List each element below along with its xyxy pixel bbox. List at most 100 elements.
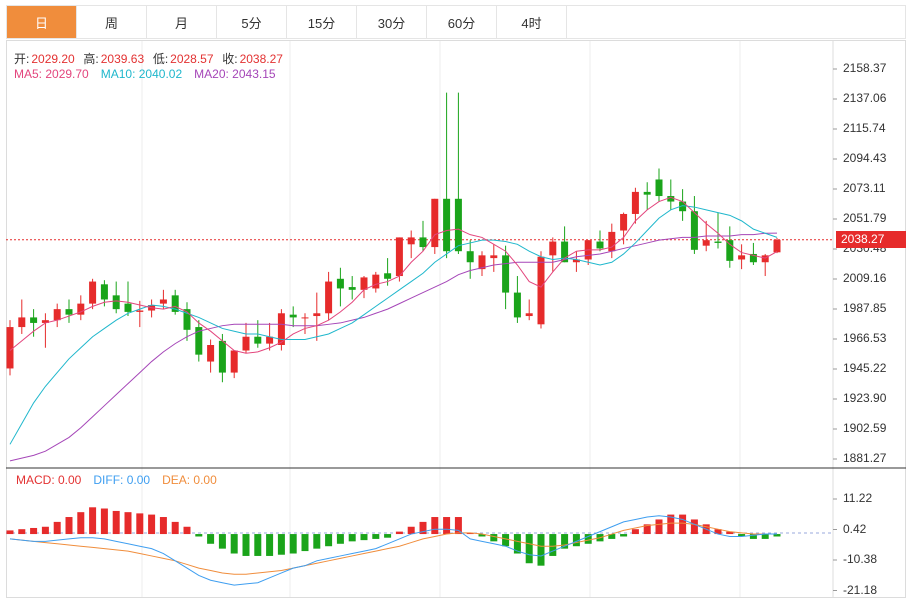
macd-tick-label: -10.38 — [843, 552, 878, 566]
macd-bar — [572, 534, 580, 547]
macd-bar — [643, 524, 651, 535]
candle-body — [171, 295, 179, 312]
candle-body — [183, 309, 191, 330]
macd-bar — [419, 521, 427, 535]
candle-body — [631, 191, 639, 214]
candle-body — [336, 278, 344, 289]
candle-body — [773, 239, 781, 253]
candle-body — [372, 274, 380, 289]
candle-body — [561, 241, 569, 263]
candle-body — [738, 255, 746, 260]
open-value: 2029.20 — [31, 52, 75, 66]
macd-bar — [89, 507, 97, 535]
macd-bar — [30, 527, 38, 535]
macd-bar — [549, 534, 557, 556]
tab-60min[interactable]: 60分 — [427, 6, 497, 38]
candle-body — [18, 317, 26, 328]
candle-body — [454, 198, 462, 252]
macd-bar — [454, 517, 462, 535]
macd-bar — [41, 526, 49, 535]
tab-30min[interactable]: 30分 — [357, 6, 427, 38]
macd-bar — [301, 534, 309, 552]
candle-body — [466, 251, 474, 263]
candle-body — [230, 350, 238, 373]
price-tick-label: 2009.16 — [843, 271, 887, 285]
candle-body — [348, 287, 356, 290]
tab-day[interactable]: 日 — [7, 6, 77, 38]
macd-legend: MACD: 0.00 DIFF: 0.00 DEA: 0.00 — [16, 473, 219, 487]
macd-bar — [384, 534, 392, 538]
high-label: 高: — [83, 52, 99, 66]
ohlc-legend: 开: 2029.20 高: 2039.63 低: 2028.57 收: 2038.27 — [14, 50, 285, 67]
ma-legend: MA5: 2029.70 MA10: 2040.02 MA20: 2043.15 — [14, 67, 278, 81]
candle-body — [478, 255, 486, 270]
price-tick-label: 1945.22 — [843, 361, 887, 375]
macd-bar — [773, 534, 781, 537]
candle-body — [596, 241, 604, 249]
macd-bar — [136, 513, 144, 535]
candle-body — [207, 345, 215, 362]
macd-bar — [407, 526, 415, 535]
price-tick-label: 1966.53 — [843, 331, 887, 345]
macd-bar — [620, 534, 628, 537]
candle-body — [242, 336, 250, 351]
price-tick-label: 2137.06 — [843, 91, 887, 105]
macd-bar — [714, 529, 722, 535]
macd-bar — [738, 534, 746, 537]
close-value: 2038.27 — [239, 52, 283, 66]
macd-bar — [230, 534, 238, 554]
candle-body — [620, 213, 628, 231]
candle-body — [407, 237, 415, 245]
macd-bar — [348, 534, 356, 542]
candle-body — [655, 179, 663, 197]
macd-bar — [537, 534, 545, 566]
candle-body — [65, 309, 73, 315]
macd-tick-label: 11.22 — [843, 491, 873, 505]
macd-tick-label: 0.42 — [843, 521, 867, 536]
macd-bar — [313, 534, 321, 549]
tab-5min[interactable]: 5分 — [217, 6, 287, 38]
macd-bar — [372, 534, 380, 539]
macd-bar — [679, 514, 687, 535]
macd-bar — [277, 534, 285, 555]
price-tick-label: 1987.85 — [843, 301, 887, 315]
ma20-label: MA20: 2043.15 — [194, 67, 276, 81]
macd-bar — [443, 517, 451, 535]
candle-body — [384, 273, 392, 279]
tab-4hour[interactable]: 4时 — [497, 6, 567, 38]
candle-body — [136, 310, 144, 312]
candle-body — [195, 327, 203, 355]
macd-bar — [690, 519, 698, 535]
macd-bar — [325, 534, 333, 547]
ma10-label: MA10: 2040.02 — [100, 67, 183, 81]
candle-body — [537, 256, 545, 325]
candle-body — [277, 313, 285, 345]
ma10-line — [9, 205, 778, 445]
macd-bar — [65, 517, 73, 535]
macd-label: MACD: 0.00 — [16, 473, 82, 487]
macd-bar — [289, 534, 297, 554]
macd-bar — [148, 514, 156, 535]
candle-body — [549, 241, 557, 256]
macd-bar — [395, 531, 403, 535]
macd-bar — [218, 534, 226, 549]
candle-body — [490, 255, 498, 259]
tab-month[interactable]: 月 — [147, 6, 217, 38]
candle-body — [419, 237, 427, 248]
macd-bar — [207, 534, 215, 544]
candle-body — [502, 255, 510, 293]
macd-bar — [53, 521, 61, 535]
dea-label: DEA: 0.00 — [162, 473, 217, 487]
candle-body — [254, 336, 262, 344]
macd-tick-label: -21.18 — [843, 582, 878, 597]
tab-15min[interactable]: 15分 — [287, 6, 357, 38]
candle-body — [749, 253, 757, 263]
candle-body — [431, 198, 439, 248]
diff-label: DIFF: 0.00 — [93, 473, 151, 487]
price-tick-label: 2115.74 — [843, 121, 886, 135]
macd-bar — [525, 534, 533, 564]
candle-body — [313, 313, 321, 317]
candle-body — [513, 292, 521, 318]
tab-week[interactable]: 周 — [77, 6, 147, 38]
